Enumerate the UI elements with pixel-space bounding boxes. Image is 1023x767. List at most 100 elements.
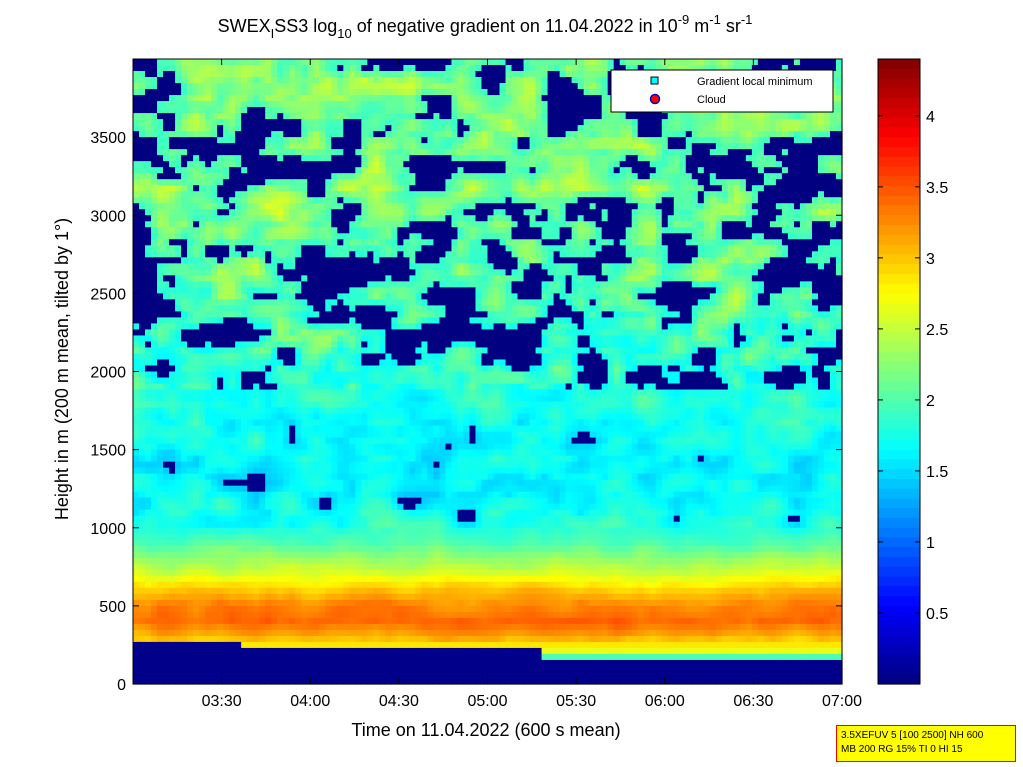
heatmap-cell (241, 173, 248, 180)
heatmap-cell (589, 113, 597, 120)
heatmap-cell (301, 257, 308, 264)
heatmap-cell (739, 299, 747, 306)
heatmap-cell (613, 137, 621, 144)
heatmap-cell (649, 173, 657, 180)
heatmap-plot-area (132, 58, 843, 685)
heatmap-cell (733, 305, 741, 312)
heatmap-cell (373, 161, 380, 168)
heatmap-cell (163, 203, 170, 210)
heatmap-cell (205, 107, 212, 114)
heatmap-cell (391, 89, 398, 96)
heatmap-cell (367, 203, 374, 210)
heatmap-cell (823, 191, 831, 198)
heatmap-cell (481, 101, 489, 108)
heatmap-cell (427, 179, 435, 186)
heatmap-cell (769, 257, 777, 264)
heatmap-cell (289, 125, 296, 132)
heatmap-cell (703, 155, 711, 162)
heatmap-cell (181, 113, 188, 120)
heatmap-cell (133, 77, 140, 84)
heatmap-cell (751, 167, 759, 174)
heatmap-cell (589, 59, 597, 66)
heatmap-cell (433, 233, 441, 240)
heatmap-cell (493, 233, 501, 240)
heatmap-cell (139, 215, 146, 222)
heatmap-cell (433, 71, 441, 78)
heatmap-cell (649, 59, 657, 66)
heatmap-cell (163, 221, 170, 228)
heatmap-cell (691, 185, 699, 192)
heatmap-cell (721, 227, 729, 234)
heatmap-cell (745, 185, 753, 192)
heatmap-cell (517, 71, 525, 78)
heatmap-cell (565, 149, 573, 156)
heatmap-cell (433, 257, 441, 264)
heatmap-cell (487, 101, 495, 108)
heatmap-cell (625, 221, 633, 228)
heatmap-cell (451, 257, 459, 264)
heatmap-cell (241, 167, 248, 174)
heatmap-cell (223, 245, 230, 252)
heatmap-cell (175, 209, 182, 216)
heatmap-cell (301, 233, 308, 240)
heatmap-cell (451, 173, 459, 180)
heatmap-cell (385, 293, 392, 300)
heatmap-cell (391, 149, 398, 156)
heatmap-cell (709, 305, 717, 312)
heatmap-cell (157, 185, 164, 192)
heatmap-cell (175, 287, 182, 294)
heatmap-cell (295, 167, 302, 174)
heatmap-cell (469, 149, 477, 156)
heatmap-cell (355, 173, 362, 180)
heatmap-cell (289, 293, 296, 300)
heatmap-cell (607, 119, 615, 126)
heatmap-cell (151, 191, 158, 198)
heatmap-cell (217, 227, 224, 234)
heatmap-cell (733, 161, 741, 168)
heatmap-cell (163, 251, 170, 258)
heatmap-cell (745, 65, 753, 72)
heatmap-cell (355, 239, 362, 246)
heatmap-cell (499, 113, 507, 120)
heatmap-cell (307, 95, 314, 102)
heatmap-cell (349, 245, 356, 252)
heatmap-cell (301, 179, 308, 186)
heatmap-cell (349, 83, 356, 90)
heatmap-cell (361, 101, 368, 108)
heatmap-cell (211, 143, 218, 150)
heatmap-cell (577, 131, 585, 138)
heatmap-cell (817, 215, 825, 222)
heatmap-cell (361, 173, 368, 180)
heatmap-cell (187, 185, 194, 192)
heatmap-cell (829, 227, 837, 234)
heatmap-cell (799, 65, 807, 72)
heatmap-cell (373, 311, 380, 319)
heatmap-cell (739, 113, 747, 120)
heatmap-cell (829, 65, 837, 72)
heatmap-cell (589, 239, 597, 246)
heatmap-cell (349, 161, 356, 168)
heatmap-cell (619, 173, 627, 180)
heatmap-cell (343, 131, 350, 138)
heatmap-cell (283, 137, 290, 144)
heatmap-cell (271, 155, 278, 162)
heatmap-cell (739, 263, 747, 270)
heatmap-cell (499, 143, 507, 150)
heatmap-cell (391, 65, 398, 72)
heatmap-cell (319, 251, 326, 258)
heatmap-cell (505, 65, 513, 72)
heatmap-cell (205, 131, 212, 138)
heatmap-cell (313, 149, 320, 156)
heatmap-cell (259, 59, 266, 66)
heatmap-cell (775, 239, 783, 246)
heatmap-cell (145, 59, 152, 66)
heatmap-cell (799, 269, 807, 276)
heatmap-cell (823, 239, 831, 246)
heatmap-cell (169, 125, 176, 132)
heatmap-cell (439, 173, 447, 180)
heatmap-cell (217, 221, 224, 228)
heatmap-cell (697, 149, 705, 156)
heatmap-cell (235, 287, 242, 294)
heatmap-cell (229, 287, 236, 294)
heatmap-cell (271, 287, 278, 294)
